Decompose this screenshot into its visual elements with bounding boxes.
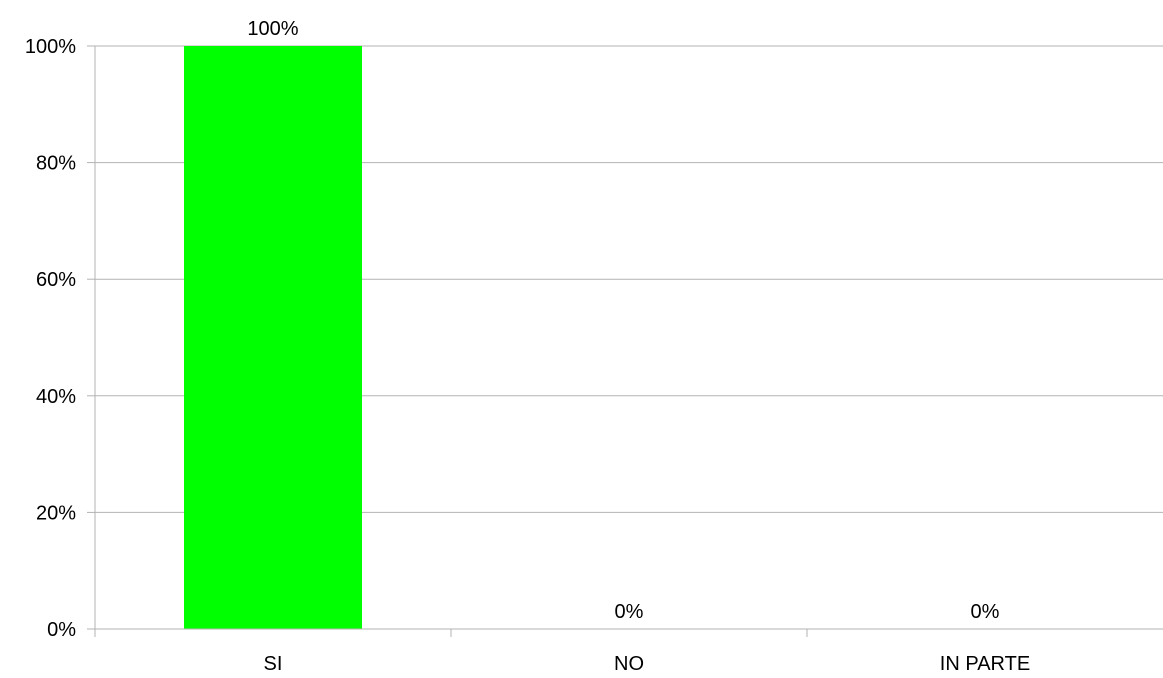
x-category-label: IN PARTE bbox=[940, 653, 1030, 675]
y-tick-label: 80% bbox=[36, 153, 76, 175]
y-tick-label: 60% bbox=[36, 269, 76, 291]
labels: 0% 20% 40% 60% 80% 100% SI 100% NO 0% IN PARTE 0% bbox=[25, 18, 1030, 675]
x-category-label: NO bbox=[614, 653, 644, 675]
y-tick-label: 40% bbox=[36, 386, 76, 408]
data-label: 100% bbox=[247, 18, 298, 40]
bar-si bbox=[184, 46, 362, 629]
data-label: 0% bbox=[971, 601, 1000, 623]
x-category-label: SI bbox=[264, 653, 283, 675]
y-tick-label: 20% bbox=[36, 502, 76, 524]
y-tick-label: 0% bbox=[47, 619, 76, 641]
y-tick-label: 100% bbox=[25, 36, 76, 58]
bars bbox=[184, 46, 362, 629]
data-label: 0% bbox=[615, 601, 644, 623]
axes bbox=[87, 45, 1163, 637]
